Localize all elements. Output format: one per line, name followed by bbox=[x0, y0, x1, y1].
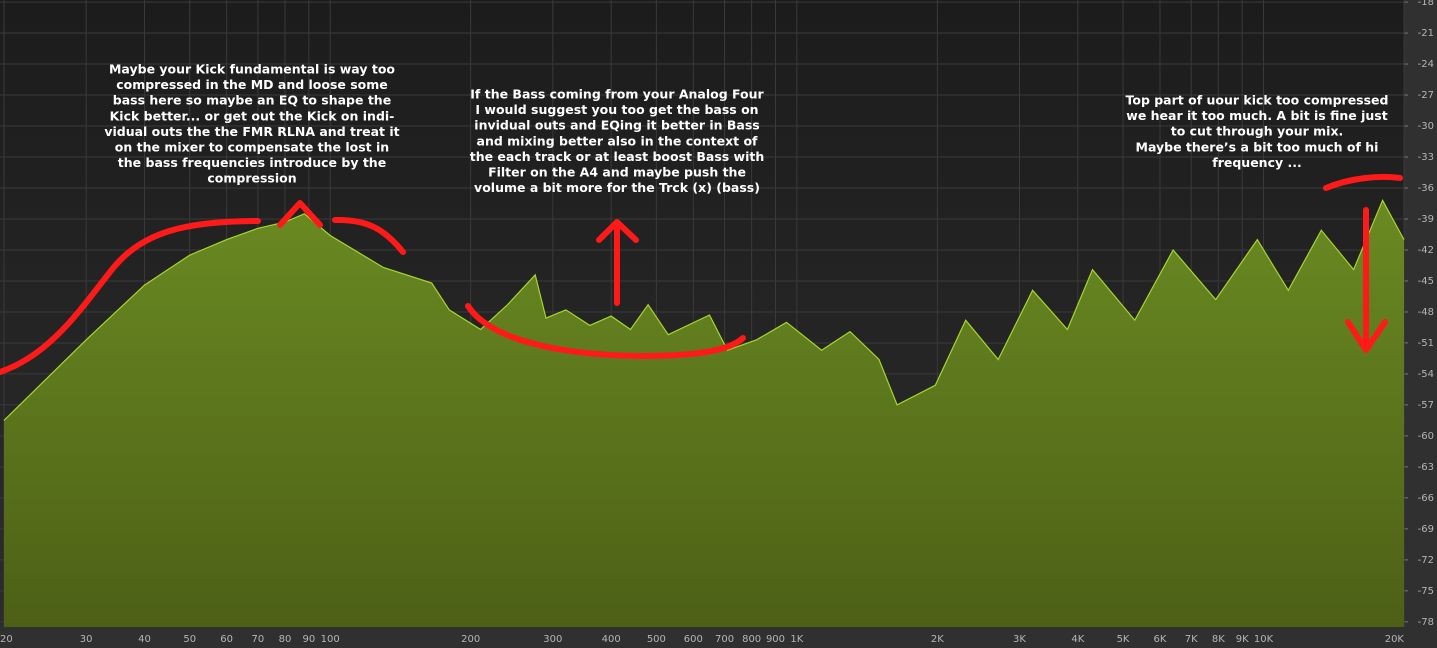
spectrum-area bbox=[4, 200, 1404, 627]
annotation-line: we hear it too much. A bit is fine just bbox=[1126, 108, 1387, 123]
stroke bbox=[332, 216, 406, 255]
x-tick-label: 900 bbox=[766, 634, 785, 645]
y-tick-label: -42 bbox=[1418, 245, 1434, 256]
x-tick-label: 6K bbox=[1154, 634, 1167, 645]
stroke bbox=[465, 303, 746, 359]
x-tick-label: 500 bbox=[647, 634, 666, 645]
y-tick-label: -78 bbox=[1418, 617, 1434, 628]
annotation-line: vidual outs the the FMR RLNA and treat i… bbox=[104, 124, 399, 139]
y-tick-label: -66 bbox=[1418, 493, 1434, 504]
x-axis-strip bbox=[0, 627, 1437, 648]
annotation-line: bass here so maybe an EQ to shape the bbox=[113, 93, 391, 108]
stroke bbox=[1323, 173, 1403, 191]
annotation-line: and mixing better also in the context of bbox=[477, 133, 759, 148]
x-tick-label: 80 bbox=[279, 634, 292, 645]
y-tick-label: -72 bbox=[1418, 555, 1434, 566]
x-tick-label: 5K bbox=[1117, 634, 1130, 645]
x-tick-label: 8K bbox=[1212, 634, 1225, 645]
annotation-line: Kick better... or get out the Kick on in… bbox=[110, 108, 395, 123]
red-strokes bbox=[0, 173, 1403, 375]
x-tick-label: 7K bbox=[1185, 634, 1198, 645]
y-tick-label: -63 bbox=[1418, 462, 1434, 473]
y-tick-label: -45 bbox=[1418, 276, 1434, 287]
y-tick-label: -57 bbox=[1418, 400, 1434, 411]
y-tick-label: -27 bbox=[1418, 90, 1434, 101]
annotation-line: I would suggest you too get the bass on bbox=[475, 102, 758, 117]
x-tick-label: 700 bbox=[715, 634, 734, 645]
y-tick-label: -33 bbox=[1418, 152, 1434, 163]
y-tick-label: -75 bbox=[1418, 586, 1434, 597]
x-tick-label: 300 bbox=[543, 634, 562, 645]
annotation-line: compression bbox=[207, 171, 296, 186]
x-tick-label: 50 bbox=[183, 634, 196, 645]
y-tick-label: -18 bbox=[1418, 0, 1434, 8]
y-tick-label: -51 bbox=[1418, 338, 1434, 349]
y-tick-label: -24 bbox=[1418, 59, 1434, 70]
x-tick-label: 100 bbox=[321, 634, 340, 645]
x-tick-label: 3K bbox=[1013, 634, 1026, 645]
arrow bbox=[1345, 207, 1388, 353]
stroke bbox=[277, 200, 323, 228]
annotation-line: the bass frequencies introduce by the bbox=[118, 155, 386, 170]
annotation-line: Maybe your Kick fundamental is way too bbox=[109, 62, 395, 77]
annotation-line: invidual outs and EQing it better in Bas… bbox=[474, 118, 759, 133]
y-tick-label: -39 bbox=[1418, 214, 1434, 225]
stroke bbox=[0, 218, 261, 375]
annotation-line: volume a bit more for the Trck (x) (bass… bbox=[474, 180, 760, 195]
x-tick-label: 20K bbox=[1385, 634, 1405, 645]
x-tick-label: 30 bbox=[80, 634, 93, 645]
y-tick-label: -36 bbox=[1418, 183, 1434, 194]
annotation-line: compressed in the MD and loose some bbox=[116, 77, 388, 92]
annotation-line: on the mixer to compensate the lost in bbox=[115, 140, 389, 155]
x-tick-label: 400 bbox=[602, 634, 621, 645]
annotation-line: frequency ... bbox=[1212, 155, 1301, 170]
y-tick-label: -60 bbox=[1418, 431, 1434, 442]
annotation-line: Filter on the A4 and maybe push the bbox=[488, 165, 746, 180]
annotation-line: the each track or at least boost Bass wi… bbox=[470, 149, 765, 164]
x-tick-label: 20 bbox=[0, 634, 13, 645]
annotation-line: If the Bass coming from your Analog Four bbox=[470, 87, 764, 102]
x-tick-label: 70 bbox=[252, 634, 265, 645]
x-tick-label: 10K bbox=[1254, 634, 1274, 645]
x-tick-label: 1K bbox=[790, 634, 803, 645]
x-tick-label: 200 bbox=[461, 634, 480, 645]
annotation-line: to cut through your mix. bbox=[1171, 124, 1344, 139]
y-tick-label: -69 bbox=[1418, 524, 1434, 535]
x-tick-label: 9K bbox=[1236, 634, 1249, 645]
x-tick-label: 90 bbox=[302, 634, 315, 645]
x-tick-label: 4K bbox=[1071, 634, 1084, 645]
x-tick-label: 2K bbox=[931, 634, 944, 645]
y-tick-label: -48 bbox=[1418, 307, 1434, 318]
y-tick-label: -54 bbox=[1418, 369, 1434, 380]
arrow bbox=[596, 219, 639, 306]
y-tick-label: -21 bbox=[1418, 28, 1434, 39]
x-tick-label: 60 bbox=[220, 634, 233, 645]
x-tick-label: 600 bbox=[684, 634, 703, 645]
annotation-line: Top part of uour kick too compressed bbox=[1125, 93, 1388, 108]
x-tick-label: 40 bbox=[138, 634, 151, 645]
x-tick-label: 800 bbox=[742, 634, 761, 645]
annotation-line: Maybe there’s a bit too much of hi bbox=[1136, 139, 1379, 154]
y-tick-label: -30 bbox=[1418, 121, 1434, 132]
y-axis-strip bbox=[1404, 0, 1437, 648]
